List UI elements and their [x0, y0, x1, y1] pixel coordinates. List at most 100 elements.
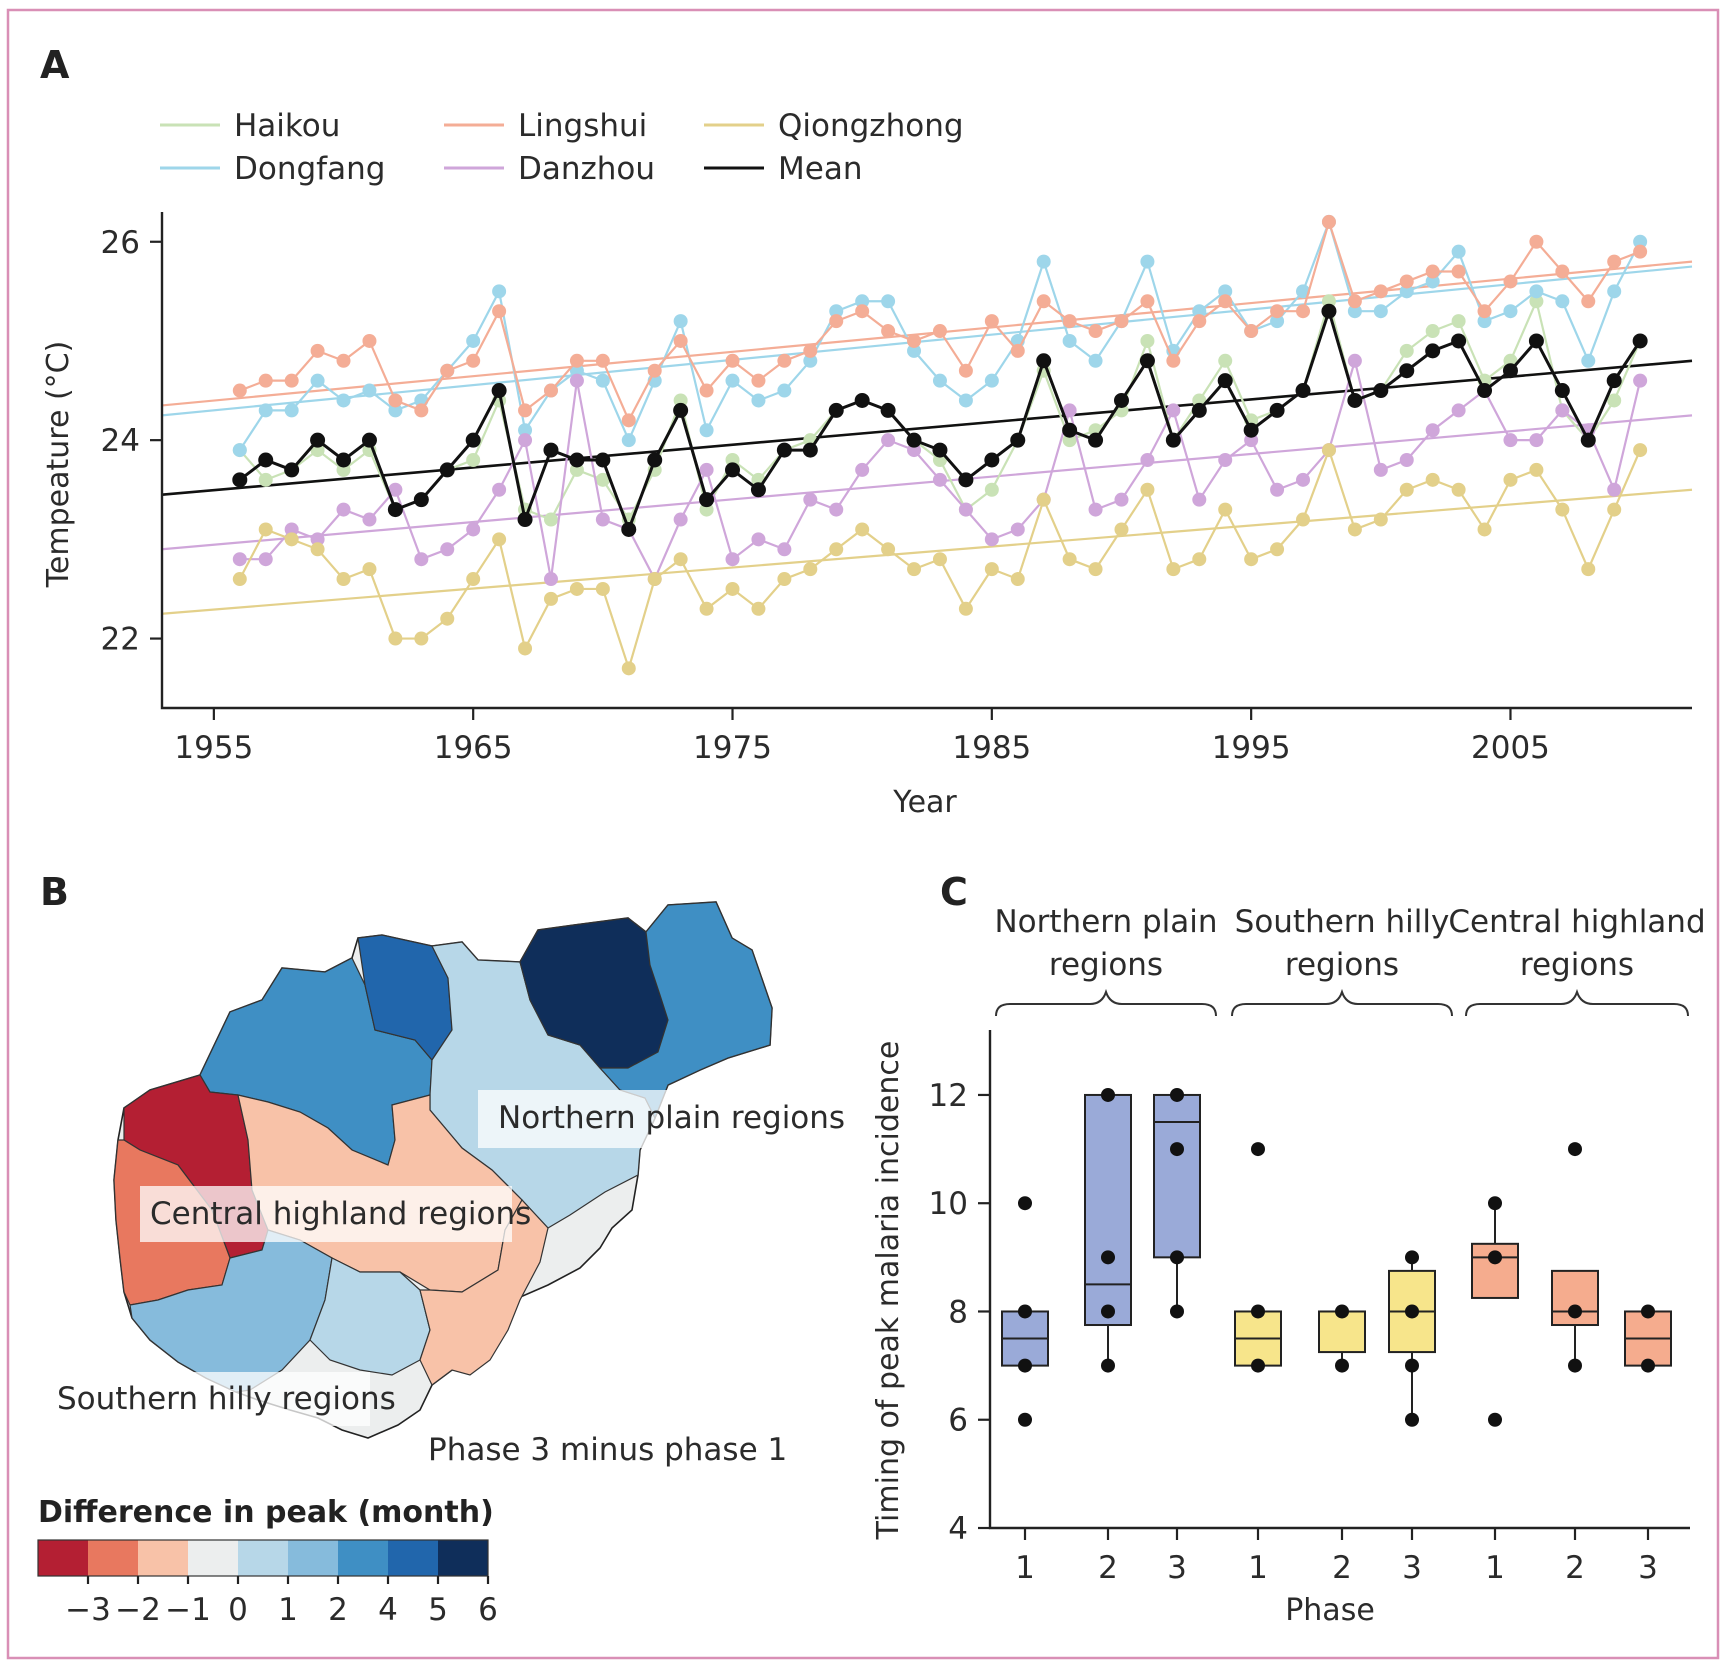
- y-tick-label: 24: [101, 423, 140, 459]
- box-data-point: [1335, 1304, 1349, 1319]
- data-point-mean: [439, 462, 455, 478]
- legend-label: Danzhou: [518, 151, 655, 187]
- data-point-haikou: [1451, 314, 1466, 329]
- data-point-qiongzhong: [1503, 472, 1518, 487]
- figure-frame: [6, 8, 1720, 1660]
- box-data-point: [1251, 1304, 1265, 1319]
- colorbar-swatch: [388, 1540, 438, 1576]
- data-point-mean: [621, 521, 637, 537]
- data-point-mean: [725, 462, 741, 478]
- data-point-danzhou: [1270, 482, 1285, 497]
- data-point-qiongzhong: [1477, 522, 1492, 537]
- data-point-qiongzhong: [543, 591, 558, 606]
- x-tick-label: 1985: [952, 730, 1031, 766]
- data-point-qiongzhong: [1529, 462, 1544, 477]
- group-label-line: Southern hilly: [1235, 904, 1450, 940]
- trendline-dongfang: [161, 265, 1693, 417]
- data-point-haikou: [543, 512, 558, 527]
- data-point-qiongzhong: [595, 581, 610, 596]
- data-point-danzhou: [518, 433, 533, 448]
- box-northern-plain-regions-phase-3: [1153, 1087, 1201, 1319]
- data-point-dongfang: [1270, 314, 1285, 329]
- data-point-mean: [673, 402, 689, 418]
- data-point-dongfang: [1218, 284, 1233, 299]
- data-point-qiongzhong: [1633, 443, 1648, 458]
- data-point-haikou: [1425, 324, 1440, 339]
- hainan-map: Northern plain regions Central highland …: [52, 901, 845, 1468]
- data-point-mean: [1217, 373, 1233, 389]
- data-point-lingshui: [569, 353, 584, 368]
- data-point-danzhou: [569, 373, 584, 388]
- data-point-lingshui: [1633, 244, 1648, 259]
- box-southern-hilly-regions-phase-3: [1388, 1250, 1436, 1427]
- x-tick-label: 2: [1565, 1550, 1585, 1586]
- data-point-mean: [1528, 333, 1544, 349]
- data-point-qiongzhong: [803, 562, 818, 577]
- data-point-danzhou: [362, 512, 377, 527]
- data-point-danzhou: [414, 552, 429, 567]
- data-point-danzhou: [932, 472, 947, 487]
- group-brace: [1231, 988, 1453, 1017]
- data-point-mean: [1321, 303, 1337, 319]
- box-data-point: [1101, 1250, 1115, 1265]
- data-point-danzhou: [1192, 492, 1207, 507]
- data-point-lingshui: [543, 383, 558, 398]
- data-point-mean: [958, 472, 974, 488]
- data-point-lingshui: [388, 393, 403, 408]
- colorbar-tick-label: −1: [165, 1592, 211, 1628]
- data-point-haikou: [258, 472, 273, 487]
- data-point-dongfang: [518, 423, 533, 438]
- box-central-highland-regions-phase-1: [1471, 1196, 1519, 1427]
- data-point-dongfang: [829, 304, 844, 319]
- data-point-lingshui: [258, 373, 273, 388]
- legend-label: Dongfang: [234, 151, 385, 187]
- y-tick-label: 10: [929, 1186, 968, 1222]
- data-point-qiongzhong: [284, 532, 299, 547]
- data-point-mean: [1502, 363, 1518, 379]
- colorbar-swatch: [238, 1540, 288, 1576]
- legend-item-haikou: Haikou: [160, 108, 340, 144]
- box-data-point: [1405, 1304, 1419, 1319]
- box-northern-plain-regions-phase-2: [1084, 1087, 1132, 1373]
- panel-b-letter: B: [40, 870, 69, 914]
- data-point-mean: [387, 502, 403, 518]
- colorbar-swatch: [188, 1540, 238, 1576]
- box-data-point: [1568, 1142, 1582, 1157]
- trendline-qiongzhong: [161, 488, 1693, 615]
- data-point-lingshui: [1321, 214, 1336, 229]
- data-point-dongfang: [958, 393, 973, 408]
- data-point-dongfang: [1503, 304, 1518, 319]
- map-label-bg-northern: [478, 1090, 818, 1148]
- data-point-mean: [854, 392, 870, 408]
- data-point-lingshui: [440, 363, 455, 378]
- map-caption: Phase 3 minus phase 1: [428, 1432, 787, 1468]
- data-point-qiongzhong: [440, 611, 455, 626]
- box-data-point: [1405, 1358, 1419, 1373]
- box-data-point: [1101, 1358, 1115, 1373]
- data-point-mean: [1088, 432, 1104, 448]
- data-point-dongfang: [1347, 304, 1362, 319]
- data-point-mean: [1010, 432, 1026, 448]
- data-point-mean: [984, 452, 1000, 468]
- data-point-qiongzhong: [310, 542, 325, 557]
- colorbar-title: Difference in peak (month): [38, 1495, 494, 1530]
- series-dongfang: [232, 214, 1648, 458]
- legend-label: Qiongzhong: [778, 108, 964, 144]
- series-line-lingshui: [239, 218, 1641, 423]
- x-tick-label: 1: [1015, 1550, 1035, 1586]
- map-label-southern: Southern hilly regions: [57, 1381, 396, 1417]
- data-point-lingshui: [829, 314, 844, 329]
- data-point-qiongzhong: [1451, 482, 1466, 497]
- legend-item-lingshui: Lingshui: [444, 108, 647, 144]
- data-point-haikou: [1399, 343, 1414, 358]
- box-northern-plain-regions-phase-1: [1001, 1196, 1049, 1427]
- group-label-line: Northern plain: [994, 904, 1217, 940]
- colorbar: −3 −2 −1 0 1 2 4 5 6: [37, 1539, 498, 1628]
- data-point-qiongzhong: [1010, 572, 1025, 587]
- data-point-haikou: [984, 482, 999, 497]
- data-point-qiongzhong: [829, 542, 844, 557]
- data-point-dongfang: [621, 433, 636, 448]
- data-point-danzhou: [232, 552, 247, 567]
- data-point-lingshui: [1607, 254, 1622, 269]
- data-point-mean: [569, 452, 585, 468]
